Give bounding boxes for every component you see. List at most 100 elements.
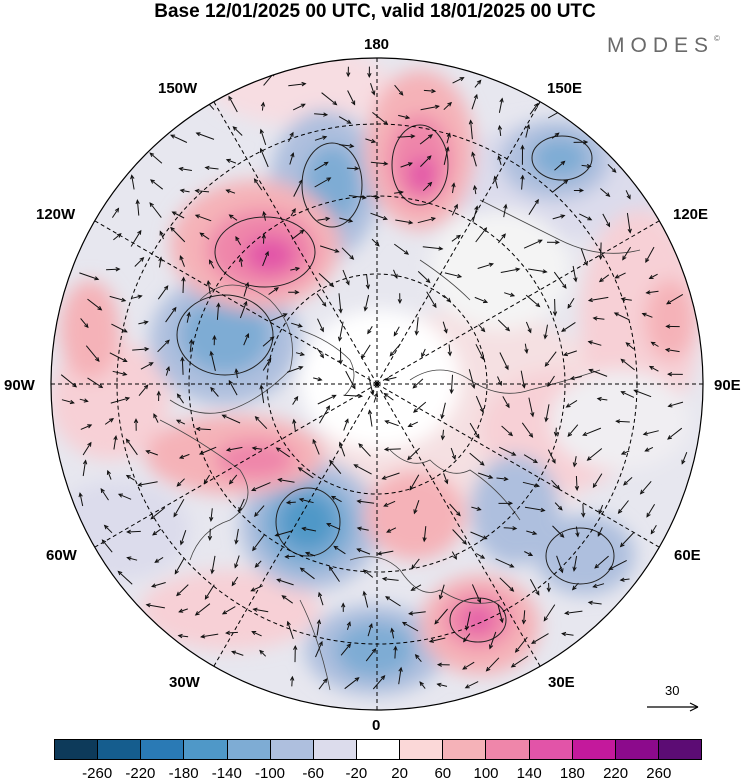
wind-vector-head [619,577,625,582]
wind-vector [339,217,353,222]
wind-vector [471,152,477,167]
wind-vector [211,555,216,574]
wind-vector-head [374,194,380,200]
wind-vector-head [135,199,140,205]
wind-vector [228,96,238,113]
wind-vector [180,189,190,193]
wind-vector-head [304,551,310,556]
wind-vector [127,557,138,561]
wind-vector [293,419,296,431]
wind-vector-head [173,512,178,518]
wind-vector-head [198,450,205,455]
wind-vector-head [563,179,569,185]
wind-vector-head [530,412,535,418]
wind-vector-head [619,542,625,548]
wind-vector-head [438,594,444,600]
wind-vector-head [667,403,673,408]
wind-vector-head [476,79,482,85]
wind-vector [182,277,185,294]
wind-vector [555,427,557,436]
wind-vector [474,296,488,303]
wind-vector-head [137,294,143,299]
wind-vector [393,326,400,336]
wind-vector-head [531,639,537,644]
wind-vector-head [509,587,515,592]
wind-vector-head [567,303,572,309]
wind-vector-head [319,327,324,333]
wind-vector [597,398,608,401]
wind-vector [523,239,543,249]
wind-vector [364,294,370,311]
wind-vector [348,195,366,199]
wind-vector-head [515,267,521,272]
wind-vector [315,641,323,658]
wind-vector [444,272,462,278]
wind-vector-head [582,431,588,436]
wind-vector [554,298,556,316]
wind-vector [262,358,272,371]
wind-vector-head [326,523,332,528]
wind-vector [429,637,446,643]
lon-label-120w: 120W [36,206,76,223]
wind-vector [231,576,239,586]
wind-vector-head [401,621,407,626]
wind-vector [385,376,397,381]
wind-vector-head [317,377,323,382]
wind-vector [411,584,422,591]
wind-vector [409,474,420,491]
wind-vector [592,473,603,488]
wind-vector-head [542,269,548,274]
wind-vector [203,474,211,484]
wind-vector [567,424,579,437]
wind-vector-head [503,203,508,209]
wind-vector [277,579,294,586]
wind-vector [243,282,249,297]
wind-vector [341,247,354,260]
wind-vector-head [489,644,494,650]
wind-vector-head [645,290,651,295]
wind-vector [317,394,336,405]
wind-vector-head [264,250,269,256]
wind-vector [370,195,379,198]
wind-vector-head [426,155,432,161]
wind-vector [439,584,445,599]
wind-vector [195,603,211,616]
wind-vector-head [476,506,482,511]
wind-vector-head [456,273,463,279]
wind-vector-head [633,389,639,394]
wind-vector [151,582,166,587]
wind-vector-head [583,140,589,145]
wind-vector [291,229,304,240]
wind-vector [130,230,142,247]
wind-vector-head [476,598,481,604]
wind-vector-head [225,630,231,635]
wind-vector [383,500,396,507]
wind-vector [138,321,148,325]
wind-vector [172,211,185,219]
wind-vector-head [209,350,214,356]
wind-vector-head [176,591,181,597]
wind-vector [499,125,502,136]
copyright-mark: © [714,34,720,43]
wind-vector [370,83,375,95]
wind-vector [441,402,446,419]
wind-vector [489,631,497,649]
colorbar-swatch [615,740,659,759]
wind-vector-head [334,248,340,253]
wind-vector-head [69,399,75,405]
colorbar-tick-label: 60 [434,765,452,782]
wind-vector [465,681,479,689]
wind-vector-head [411,564,416,570]
wind-vector [149,152,163,164]
wind-vector-head [250,587,256,592]
wind-vector-head [195,426,201,432]
wind-vector-head [341,602,346,608]
wind-vector [154,556,164,563]
wind-vector [80,318,89,328]
wind-vector-head [126,529,132,535]
wind-vector-head [520,174,525,180]
wind-vector [645,446,654,452]
wind-vector-head [297,467,303,472]
wind-vector [525,124,530,138]
wind-vector-head [667,372,673,377]
